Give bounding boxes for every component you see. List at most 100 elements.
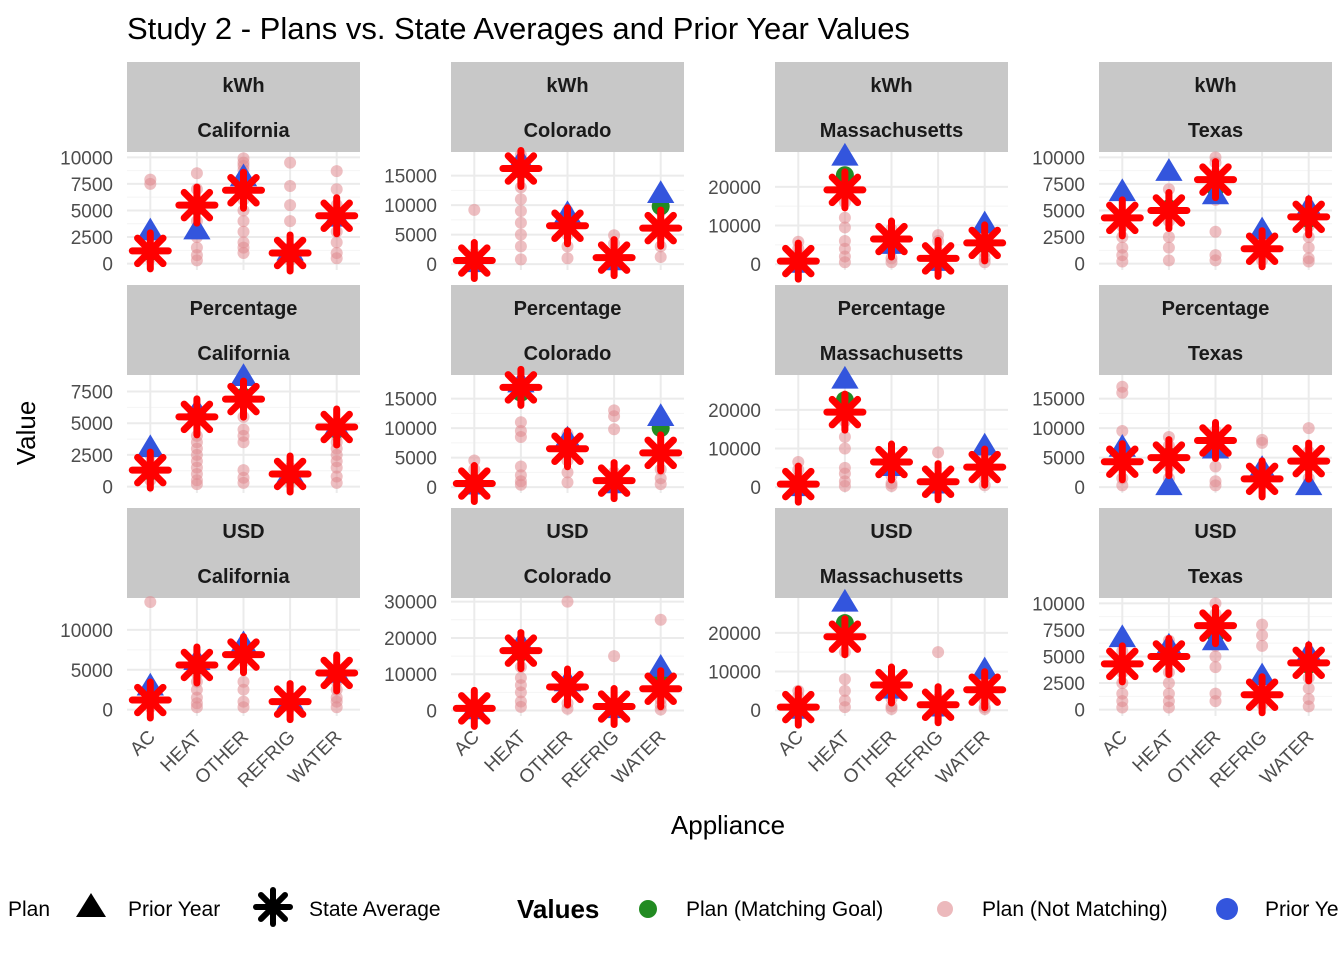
facet-strip-state: Colorado (524, 566, 612, 588)
state-average-point (963, 221, 1007, 265)
facet-strip-metric: USD (546, 521, 588, 543)
state-average-point (1100, 440, 1144, 484)
state-average-point (1287, 641, 1331, 685)
plan-not-matching-point (608, 410, 621, 423)
prior-year-point (229, 363, 258, 387)
y-tick-label: 7500 (71, 382, 113, 403)
facet-strip (775, 508, 1008, 598)
plan-not-matching-point (514, 253, 527, 266)
plan-not-matching-point (1209, 650, 1222, 663)
legend-plan-matching-dot (639, 900, 657, 918)
facet-marks (452, 147, 683, 283)
y-tick-label: 0 (426, 702, 437, 723)
plan-not-matching-point (561, 252, 574, 265)
plan-not-matching-point (1209, 695, 1222, 708)
plan-not-matching-point (514, 686, 527, 699)
prior-year-point (1155, 472, 1183, 496)
plan-not-matching-point (330, 252, 343, 265)
plan-not-matching-point (237, 683, 250, 696)
legend-prior-year-triangle-icon (76, 893, 106, 917)
prior-year-point (136, 217, 164, 241)
prior-year-point (1108, 178, 1136, 202)
plan-not-matching-point (885, 480, 898, 493)
x-tick-label: AC (774, 727, 808, 761)
state-average-point (1240, 673, 1284, 717)
facet-strip-state: California (197, 343, 290, 365)
state-average-point (776, 685, 820, 729)
plan-not-matching-point (237, 225, 250, 238)
facet-strip-state: Massachusetts (820, 120, 963, 142)
plan-not-matching-point (514, 228, 527, 241)
legend-values-title: Values (517, 894, 599, 924)
state-average-point (1240, 457, 1284, 501)
legend-label-plan-not-matching: Plan (Not Matching) (982, 898, 1168, 921)
plan-not-matching-point (514, 205, 527, 217)
chart-title: Study 2 - Plans vs. State Averages and P… (127, 11, 910, 46)
facet-marks (452, 595, 683, 730)
y-tick-label: 10000 (708, 663, 761, 684)
y-tick-label: 2500 (1043, 674, 1085, 695)
y-tick-label: 10000 (708, 217, 761, 238)
plan-not-matching-point (237, 436, 250, 449)
facet-strip-metric: kWh (222, 75, 264, 97)
legend-label-prior-year: Prior Ye (1265, 898, 1339, 921)
y-tick-label: 10000 (60, 148, 113, 169)
facet-panel: USDCalifornia0500010000ACHEATOTHERREFRIG… (60, 508, 360, 792)
facet-strip-metric: USD (222, 521, 264, 543)
y-tick-label: 20000 (384, 629, 437, 650)
facet-strip-metric: Percentage (1162, 298, 1270, 320)
y-tick-label: 0 (750, 478, 761, 499)
plan-not-matching-point (838, 701, 851, 714)
legend-shape-label-prior-year: Prior Year (128, 898, 220, 921)
facet-strip-metric: USD (870, 521, 912, 543)
plan-not-matching-point (1209, 225, 1222, 238)
y-tick-label: 7500 (71, 175, 113, 196)
state-average-point (268, 231, 312, 275)
plan-not-matching-point (284, 215, 297, 228)
y-tick-label: 7500 (1043, 621, 1085, 642)
facet-panel: Percentage California 0 2500 5000 7500 (71, 285, 360, 499)
plan-not-matching-point (330, 183, 343, 196)
y-tick-label: 10000 (60, 621, 113, 642)
state-average-point (499, 365, 543, 409)
facet-marks (128, 363, 359, 496)
facet-panel: kWh Massachusetts 0 10000 20000 (708, 62, 1008, 283)
facet-strip (1099, 508, 1332, 598)
state-average-point (315, 194, 359, 238)
facet-strip-state: Texas (1188, 120, 1243, 142)
y-axis-title: Value (11, 401, 41, 466)
plan-not-matching-point (1116, 425, 1129, 438)
plan-not-matching-point (1116, 701, 1129, 714)
plan-not-matching-point (284, 156, 297, 169)
plan-not-matching-point (330, 165, 343, 178)
facet-marks (1100, 597, 1331, 717)
plan-not-matching-point (1116, 255, 1129, 268)
facet-strip-metric: kWh (546, 75, 588, 97)
prior-year-point (136, 434, 164, 458)
plan-not-matching-point (1256, 436, 1269, 449)
plan-not-matching-point (561, 466, 574, 479)
prior-year-point (831, 142, 859, 166)
plan-not-matching-point (838, 430, 851, 443)
legend-label-plan-matching: Plan (Matching Goal) (686, 898, 883, 921)
plan-not-matching-point (932, 446, 945, 459)
facet-panel: USDColorado0100002000030000ACHEATOTHERRE… (384, 508, 684, 792)
state-average-point (452, 462, 496, 506)
y-tick-label: 0 (102, 255, 113, 276)
legend-shape-label-plan: Plan (8, 898, 50, 921)
x-tick-label: AC (450, 727, 484, 761)
facet-marks (776, 365, 1007, 506)
plan-not-matching-point (1162, 241, 1175, 254)
plan-not-matching-point (838, 442, 851, 455)
state-average-point (870, 217, 913, 261)
facet-marks (128, 152, 359, 275)
facet-panel: Percentage Texas 0 5000 10000 15000 (1032, 285, 1332, 501)
facet-strip-state: Colorado (524, 120, 612, 142)
y-tick-label: 5000 (1043, 201, 1085, 222)
plan-not-matching-point (1256, 618, 1269, 631)
y-tick-label: 5000 (71, 414, 113, 435)
facet-strip-state: Massachusetts (820, 566, 963, 588)
state-average-point (916, 460, 960, 504)
facet-marks (452, 365, 683, 506)
facet-strip (127, 285, 360, 375)
